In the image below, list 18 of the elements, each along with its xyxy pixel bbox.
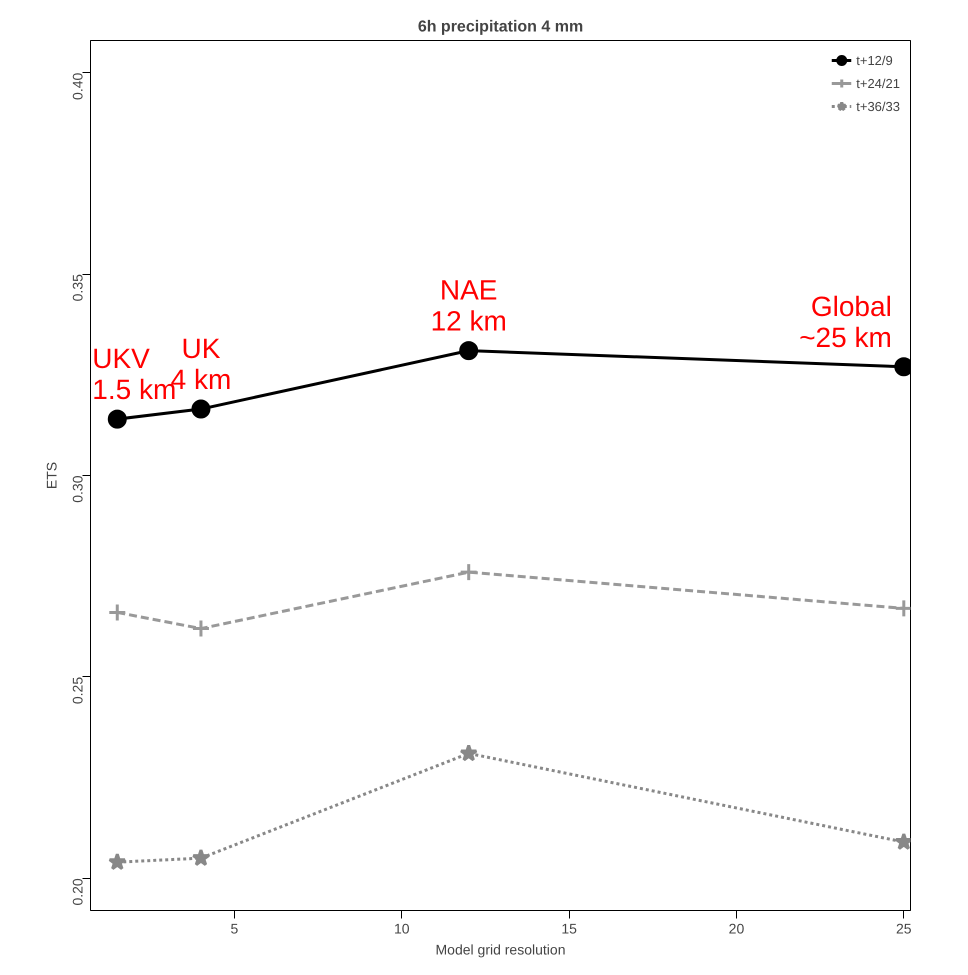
x-axis-title: Model grid resolution [436,942,566,958]
x-tick-label: 25 [896,920,912,936]
y-tick-label: 0.20 [70,878,86,906]
legend-label: t+12/9 [856,52,893,68]
x-tick-label: 15 [561,920,578,936]
y-tick-label: 0.25 [70,676,86,704]
x-tick-label: 20 [728,920,744,936]
y-axis-title: ETS [44,462,60,490]
chart-title: 6h precipitation 4 mm [418,18,584,36]
y-tick-label: 0.30 [70,475,86,503]
annotation: NAE 12 km [430,274,507,337]
x-tick-label: 5 [230,920,239,936]
x-tick-label: 10 [394,920,410,936]
y-tick-label: 0.40 [70,72,86,100]
legend-label: t+24/21 [856,76,900,90]
legend-label: t+36/33 [856,98,900,114]
y-tick-label: 0.35 [70,274,86,302]
annotation: Global ~25 km [799,290,892,353]
